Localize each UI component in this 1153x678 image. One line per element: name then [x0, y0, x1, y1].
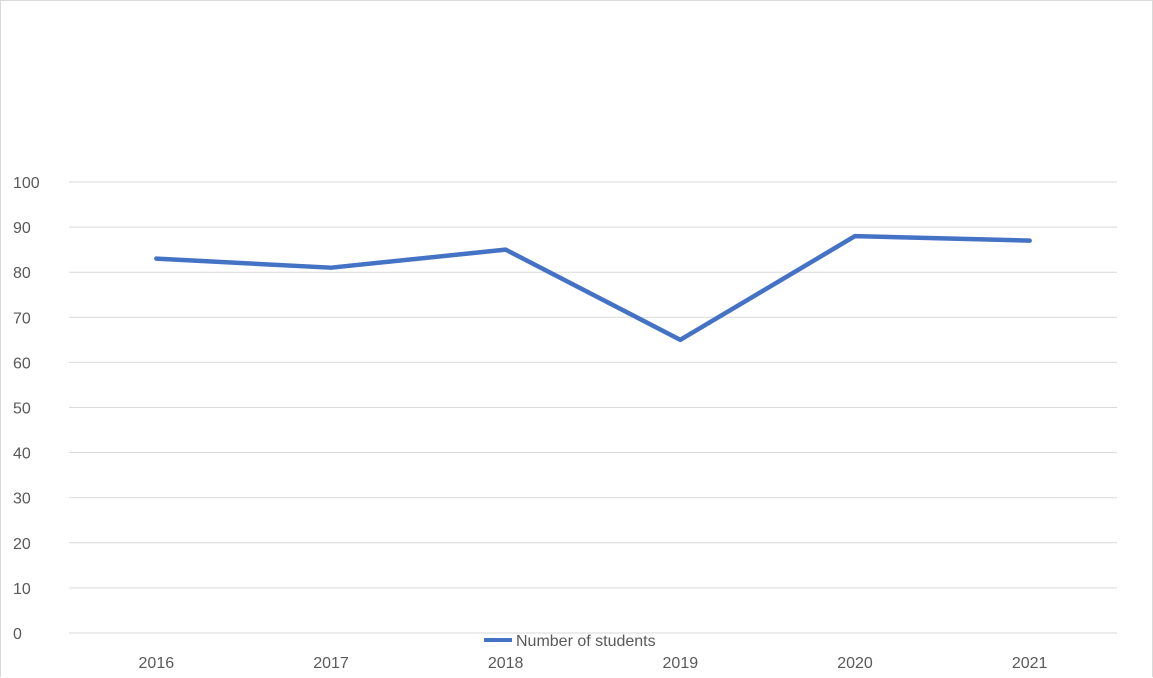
x-tick-label-2021: 2021 — [1012, 655, 1048, 672]
y-tick-label-100: 100 — [13, 175, 40, 192]
data-point-2019 — [678, 337, 683, 342]
gridlines — [69, 181, 1117, 634]
legend: Number of students — [484, 633, 656, 650]
y-tick-label-90: 90 — [13, 220, 31, 237]
y-axis-ticks: 0 10 20 30 40 50 60 70 80 90 100 — [13, 175, 40, 643]
data-point-2018 — [503, 247, 508, 252]
data-point-2017 — [329, 265, 333, 270]
x-tick-label-2018: 2018 — [488, 655, 524, 672]
x-tick-label-2019: 2019 — [663, 655, 699, 672]
y-tick-label-70: 70 — [13, 310, 31, 327]
y-tick-label-20: 20 — [13, 536, 31, 553]
data-point-2020 — [853, 234, 857, 239]
series-line-0 — [154, 233, 1032, 343]
data-point-2021 — [1027, 238, 1032, 243]
legend-label-number-of-students: Number of students — [516, 633, 656, 650]
data-point-2016 — [154, 256, 159, 261]
series-layer — [154, 233, 1032, 343]
x-tick-label-2020: 2020 — [837, 655, 873, 672]
x-tick-label-2017: 2017 — [313, 655, 349, 672]
y-tick-label-30: 30 — [13, 491, 31, 508]
x-tick-label-2016: 2016 — [139, 655, 175, 672]
y-tick-label-0: 0 — [13, 626, 22, 643]
y-tick-label-50: 50 — [13, 401, 31, 418]
y-tick-label-60: 60 — [13, 355, 31, 372]
x-axis-ticks: 2016 2017 2018 2019 2020 2021 — [139, 655, 1048, 672]
y-tick-label-10: 10 — [13, 581, 31, 598]
y-tick-label-80: 80 — [13, 265, 31, 282]
y-tick-label-40: 40 — [13, 446, 31, 463]
